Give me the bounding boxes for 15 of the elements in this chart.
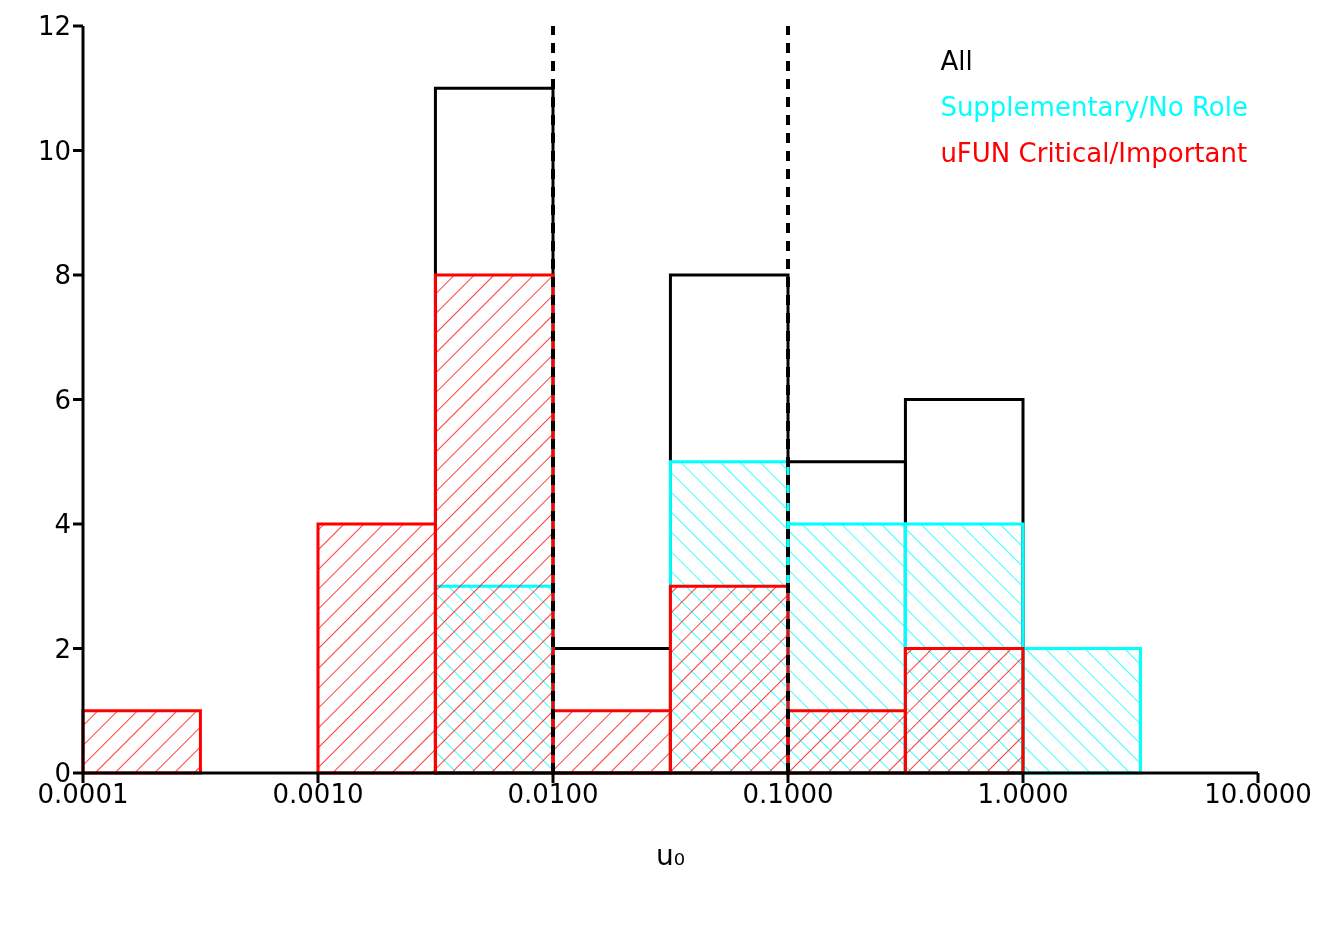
x-tick-label: 10.0000 xyxy=(1204,779,1312,810)
text: All xyxy=(940,45,974,78)
y-tick-label: 2 xyxy=(54,633,71,664)
y-tick-label: 4 xyxy=(54,509,71,540)
x-tick-label: 0.0010 xyxy=(272,779,364,810)
text: Supplementary/No Role xyxy=(940,91,1248,124)
text: uFUN Critical/Important xyxy=(940,137,1248,170)
y-tick-label: 12 xyxy=(37,11,71,42)
y-tick-label: 8 xyxy=(54,260,71,291)
y-tick-label: 10 xyxy=(37,135,71,166)
x-tick-label: 1.0000 xyxy=(977,779,1069,810)
x-tick-label: 0.1000 xyxy=(742,779,834,810)
x-tick-label: 0.0100 xyxy=(507,779,599,810)
x-axis-title: u₀ xyxy=(656,839,685,872)
y-tick-label: 6 xyxy=(54,384,71,415)
